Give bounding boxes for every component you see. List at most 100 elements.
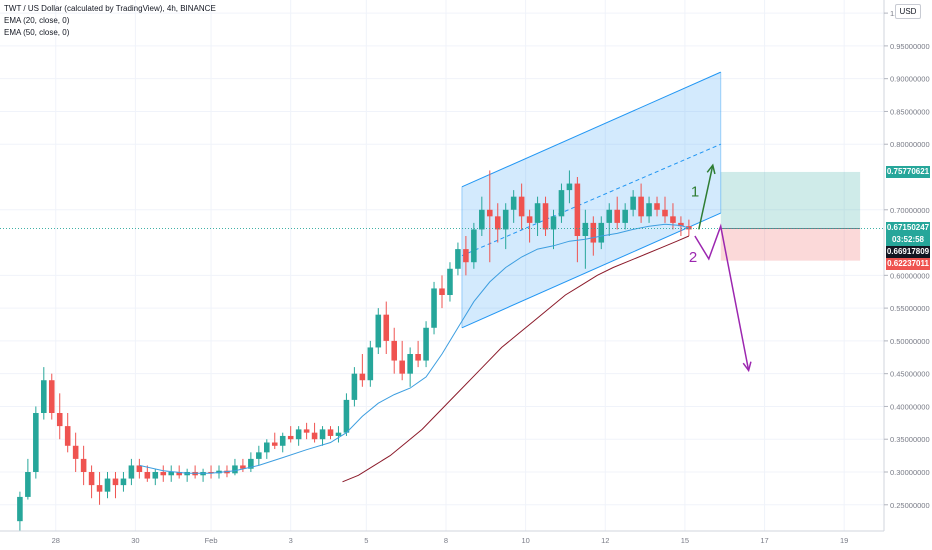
price-axis: 1.00.950000000.900000000.850000000.80000… xyxy=(884,9,930,510)
candle-body xyxy=(64,426,71,446)
currency-button[interactable]: USD xyxy=(895,4,921,19)
candlestick-series xyxy=(17,170,692,531)
candle-body xyxy=(566,183,573,191)
x-tick-label: 17 xyxy=(760,536,768,545)
candle-body xyxy=(367,347,374,381)
candle-body xyxy=(423,327,429,361)
channel-upper xyxy=(461,71,721,188)
candle-body xyxy=(256,452,262,459)
arrow-up-shaft xyxy=(698,165,714,230)
y-tick-label: 0.70000000 xyxy=(890,206,930,215)
y-tick-label: 0.55000000 xyxy=(890,304,930,313)
symbol-title[interactable]: TWT / US Dollar (calculated by TradingVi… xyxy=(4,4,216,13)
candle-body xyxy=(431,288,437,328)
candle-body xyxy=(128,465,135,479)
y-tick-label: 0.35000000 xyxy=(890,435,930,444)
x-tick-label: 8 xyxy=(444,536,448,545)
candle-body xyxy=(56,413,63,427)
candle-body xyxy=(152,472,159,479)
candle-body xyxy=(407,354,413,374)
candle-body xyxy=(303,429,310,433)
candle-body xyxy=(399,360,405,374)
candle-body xyxy=(335,432,342,436)
chart-grid xyxy=(0,0,884,531)
y-tick-label: 0.90000000 xyxy=(890,75,930,84)
candle-body xyxy=(41,380,47,413)
arrow-down-head xyxy=(742,361,752,373)
target-price-tag: 0.75770621 xyxy=(886,165,930,178)
scenario-1-label: 1 xyxy=(691,184,699,201)
candle-body xyxy=(112,478,119,486)
candle-body xyxy=(295,429,302,440)
candle-body xyxy=(160,472,167,476)
candle-body xyxy=(678,222,684,227)
y-tick-label: 0.85000000 xyxy=(890,107,930,116)
candle-body xyxy=(208,472,214,474)
x-tick-label: 5 xyxy=(364,536,368,545)
scenario-arrows[interactable] xyxy=(694,163,752,373)
bar-countdown-tag: 03:52:58 xyxy=(886,234,930,247)
candle-body xyxy=(232,465,238,474)
current-price-tag: 0.67150247 xyxy=(886,222,930,235)
candle-body xyxy=(383,314,390,341)
y-tick-label: 0.40000000 xyxy=(890,402,930,411)
parallel-channel-drawing[interactable] xyxy=(461,71,722,329)
candle-body xyxy=(654,203,660,210)
candle-body xyxy=(526,216,533,223)
y-tick-label: 0.50000000 xyxy=(890,337,930,346)
scenario-2-label: 2 xyxy=(689,249,697,266)
candle-body xyxy=(80,458,87,472)
candle-body xyxy=(486,209,493,217)
y-tick-label: 0.25000000 xyxy=(890,501,930,510)
candle-body xyxy=(17,496,23,522)
candle-body xyxy=(614,209,620,223)
candle-body xyxy=(550,216,557,230)
candle-body xyxy=(471,229,477,263)
x-tick-label: 10 xyxy=(521,536,529,545)
candle-body xyxy=(279,435,286,446)
chart-legend: TWT / US Dollar (calculated by TradingVi… xyxy=(4,3,216,39)
candle-body xyxy=(646,203,652,217)
candle-body xyxy=(447,268,453,295)
candle-body xyxy=(590,222,597,243)
time-axis-panel[interactable] xyxy=(0,531,884,550)
candle-body xyxy=(287,435,294,440)
candle-body xyxy=(463,249,469,263)
candle-body xyxy=(72,445,79,459)
long-position-tool[interactable] xyxy=(720,171,861,261)
candle-body xyxy=(534,203,541,223)
ema50-legend[interactable]: EMA (50, close, 0) xyxy=(4,28,70,37)
candle-body xyxy=(415,354,421,361)
arrow-down-shaft xyxy=(694,223,750,371)
candle-body xyxy=(391,340,398,361)
candle-body xyxy=(319,429,326,440)
candle-body xyxy=(25,472,31,497)
candle-body xyxy=(375,314,382,348)
ema20-line xyxy=(139,223,690,474)
y-tick-label: 0.45000000 xyxy=(890,370,930,379)
candle-body xyxy=(104,478,111,492)
candle-body xyxy=(582,222,589,236)
candle-body xyxy=(662,209,668,217)
candle-body xyxy=(598,222,605,243)
candle-body xyxy=(518,196,525,217)
candle-body xyxy=(558,190,565,217)
candle-body xyxy=(48,380,55,413)
candle-body xyxy=(88,472,95,486)
candle-body xyxy=(136,465,143,472)
profit-zone xyxy=(720,171,861,229)
ema20-legend[interactable]: EMA (20, close, 0) xyxy=(4,16,70,25)
y-tick-label: 0.30000000 xyxy=(890,468,930,477)
x-tick-label: 15 xyxy=(681,536,689,545)
candle-body xyxy=(630,196,636,210)
y-tick-label: 0.60000000 xyxy=(890,271,930,280)
candle-body xyxy=(494,216,501,230)
candle-body xyxy=(33,413,39,472)
candle-body xyxy=(311,432,318,440)
candle-body xyxy=(670,216,676,223)
candle-body xyxy=(542,203,549,230)
loss-zone xyxy=(720,228,861,261)
candle-body xyxy=(176,472,182,476)
candle-body xyxy=(638,196,644,217)
